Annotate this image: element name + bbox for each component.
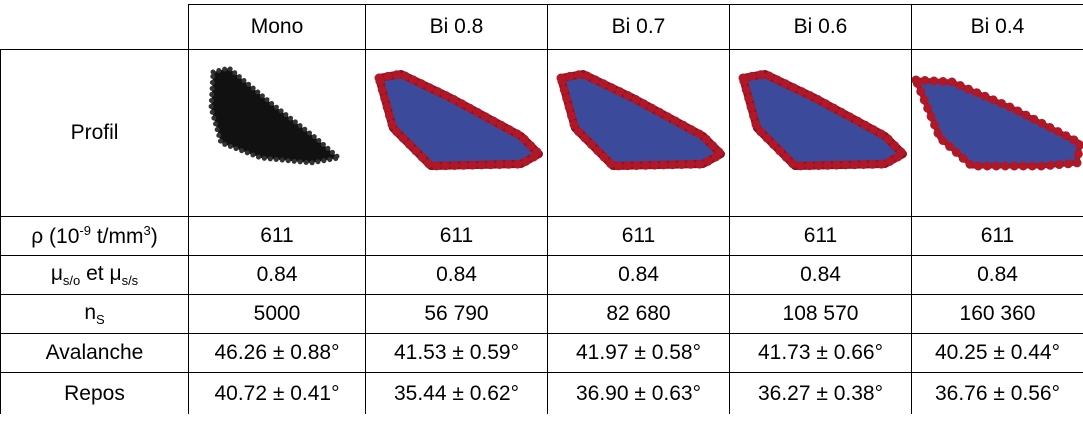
particle-bed: [743, 74, 903, 166]
column-header: Bi 0.8: [366, 5, 548, 50]
cell-value: 82 680: [548, 295, 730, 334]
cell-value: 0.84: [366, 256, 548, 295]
row-label: Repos: [1, 373, 189, 415]
profile-cell: [730, 50, 912, 217]
label-part: -9: [79, 223, 91, 238]
particle-bed: [561, 74, 721, 166]
profile-image: [191, 58, 363, 208]
profile-image: [371, 58, 543, 208]
table-row: Repos 40.72 ± 0.41°35.44 ± 0.62°36.90 ± 0…: [1, 373, 1083, 415]
profile-cell: [189, 50, 366, 217]
particle-bed: [916, 80, 1080, 166]
row-label: μs/o et μs/s: [1, 256, 189, 295]
column-header: Bi 0.6: [730, 5, 912, 50]
label-part: Profil: [71, 121, 119, 144]
cell-value: 611: [548, 217, 730, 256]
cell-value: 56 790: [366, 295, 548, 334]
cell-value: 611: [189, 217, 366, 256]
cell-value: 611: [366, 217, 548, 256]
cell-value: 36.27 ± 0.38°: [730, 373, 912, 415]
cell-value: 0.84: [730, 256, 912, 295]
label-part: S: [96, 312, 105, 327]
cell-value: 40.72 ± 0.41°: [189, 373, 366, 415]
cell-value: 41.53 ± 0.59°: [366, 334, 548, 373]
label-part: n: [84, 301, 96, 324]
table-row: Profil: [1, 50, 1083, 217]
profile-image: [735, 58, 907, 208]
label-part: t/mm: [91, 225, 144, 248]
label-part: ): [151, 225, 158, 248]
cell-value: 611: [912, 217, 1083, 256]
cell-value: 0.84: [189, 256, 366, 295]
profile-image: [553, 58, 725, 208]
row-label: Profil: [1, 50, 189, 217]
cell-value: 5000: [189, 295, 366, 334]
label-part: et μ: [80, 262, 121, 285]
particle-bed: [379, 74, 539, 166]
profile-cell: [912, 50, 1083, 217]
profile-cell: [366, 50, 548, 217]
column-header: Mono: [189, 5, 366, 50]
cell-value: 0.84: [912, 256, 1083, 295]
profile-image: [912, 58, 1083, 208]
cell-value: 41.97 ± 0.58°: [548, 334, 730, 373]
cell-value: 41.73 ± 0.66°: [730, 334, 912, 373]
table-row: Avalanche 46.26 ± 0.88°41.53 ± 0.59°41.97…: [1, 334, 1083, 373]
cell-value: 40.25 ± 0.44°: [912, 334, 1083, 373]
cell-value: 35.44 ± 0.62°: [366, 373, 548, 415]
label-part: s/o: [63, 273, 80, 288]
cell-value: 36.76 ± 0.56°: [912, 373, 1083, 415]
cell-value: 611: [730, 217, 912, 256]
label-part: ρ (10: [31, 225, 79, 248]
row-label: ρ (10-9 t/mm3): [1, 217, 189, 256]
label-part: μ: [51, 262, 63, 285]
column-header: Bi 0.4: [912, 5, 1083, 50]
row-label: Avalanche: [1, 334, 189, 373]
label-part: Repos: [64, 382, 125, 405]
cell-value: 0.84: [548, 256, 730, 295]
corner-cell: [1, 5, 189, 50]
column-header: Bi 0.7: [548, 5, 730, 50]
label-part: Avalanche: [46, 341, 144, 364]
cell-value: 36.90 ± 0.63°: [548, 373, 730, 415]
cell-value: 108 570: [730, 295, 912, 334]
label-part: 3: [143, 223, 150, 238]
cell-value: 46.26 ± 0.88°: [189, 334, 366, 373]
cell-value: 160 360: [912, 295, 1083, 334]
profile-cell: [548, 50, 730, 217]
label-part: s/s: [122, 273, 139, 288]
row-label: nS: [1, 295, 189, 334]
